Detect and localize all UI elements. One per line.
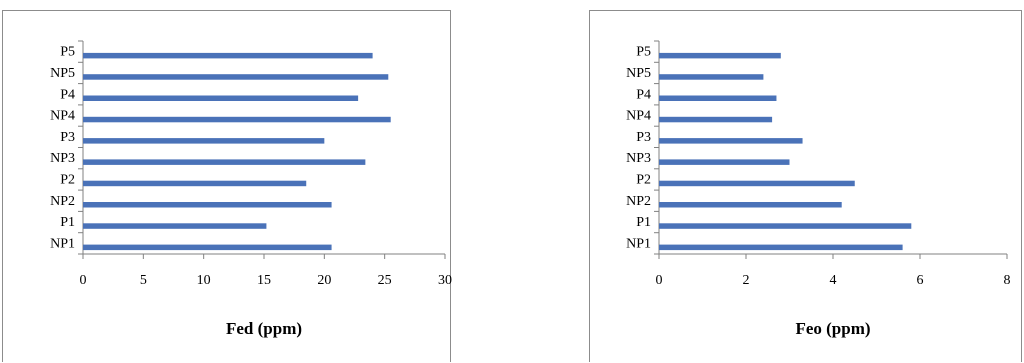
fed-bar-p2 xyxy=(83,180,307,187)
fed-x-tick-label: 10 xyxy=(197,273,211,288)
feo-category-label: P2 xyxy=(636,172,651,187)
fed-category-label: P1 xyxy=(60,215,75,230)
feo-bar-np1 xyxy=(659,244,903,251)
fed-x-tick-label: 25 xyxy=(378,273,392,288)
fed-x-tick-label: 0 xyxy=(80,273,87,288)
fed-category-label: P5 xyxy=(60,45,75,60)
feo-bar-np5 xyxy=(659,74,764,80)
fed-category-label: NP3 xyxy=(50,151,75,166)
feo-x-axis-title: Feo (ppm) xyxy=(795,319,870,338)
fed-category-label: NP5 xyxy=(50,66,75,81)
feo-x-tick-label: 0 xyxy=(656,273,663,288)
feo-bar-p5 xyxy=(659,52,781,59)
feo-category-label: P4 xyxy=(636,87,651,102)
fed-x-tick-label: 5 xyxy=(140,273,147,288)
fed-x-axis-title: Fed (ppm) xyxy=(226,319,302,338)
feo-bar-p2 xyxy=(659,180,855,187)
fed-bar-p5 xyxy=(83,52,373,59)
feo-category-label: P5 xyxy=(636,45,651,60)
fed-category-label: NP1 xyxy=(50,236,75,251)
fed-bar-np4 xyxy=(83,116,391,123)
feo-x-tick-label: 2 xyxy=(743,273,750,288)
fed-category-label: P4 xyxy=(60,87,75,102)
fed-bar-np2 xyxy=(83,202,332,208)
chart-panel-feo: 0 2 4 6 8 NP1 P1 NP2 P2 NP3 P3 NP4 P4 NP5 P5 Feo (ppm) xyxy=(589,10,1022,362)
fed-x-tick-label: 15 xyxy=(257,273,271,288)
fed-bar-p3 xyxy=(83,138,325,144)
fed-bar-chart: 0 5 10 15 20 25 30 NP1 P1 NP2 P2 NP3 P3 NP4 P4 NP5 P5 Fed… xyxy=(50,40,452,338)
feo-bar-p3 xyxy=(659,138,803,144)
feo-category-label: NP3 xyxy=(626,151,651,166)
fed-bar-p1 xyxy=(83,223,267,229)
feo-category-label: NP5 xyxy=(626,66,651,81)
feo-bar-np3 xyxy=(659,159,790,165)
fed-category-label: P2 xyxy=(60,172,75,187)
feo-bar-np4 xyxy=(659,116,773,123)
fed-bar-np3 xyxy=(83,159,366,165)
feo-bar-p4 xyxy=(659,95,777,101)
fed-bar-np1 xyxy=(83,244,332,251)
feo-bar-np2 xyxy=(659,202,842,208)
fed-bar-np5 xyxy=(83,74,389,80)
fed-bar-p4 xyxy=(83,95,359,101)
fed-x-tick-label: 30 xyxy=(438,273,452,288)
fed-category-label: NP4 xyxy=(50,109,75,124)
feo-bar-p1 xyxy=(659,223,912,229)
feo-bar-chart: 0 2 4 6 8 NP1 P1 NP2 P2 NP3 P3 NP4 P4 NP5 P5 Feo (ppm) xyxy=(626,40,1011,338)
fed-category-label: NP2 xyxy=(50,194,75,209)
fed-category-label: P3 xyxy=(60,130,75,145)
feo-category-label: P1 xyxy=(636,215,651,230)
feo-category-label: NP2 xyxy=(626,194,651,209)
feo-x-tick-label: 4 xyxy=(830,273,837,288)
chart-panel-fed: 0 5 10 15 20 25 30 NP1 P1 NP2 P2 NP3 P3 NP4 P4 NP5 P5 Fed… xyxy=(2,10,452,362)
feo-x-tick-label: 8 xyxy=(1004,273,1011,288)
feo-category-label: NP1 xyxy=(626,236,651,251)
feo-category-label: P3 xyxy=(636,130,651,145)
fed-x-tick-label: 20 xyxy=(317,273,331,288)
feo-x-tick-label: 6 xyxy=(917,273,924,288)
feo-category-label: NP4 xyxy=(626,109,651,124)
